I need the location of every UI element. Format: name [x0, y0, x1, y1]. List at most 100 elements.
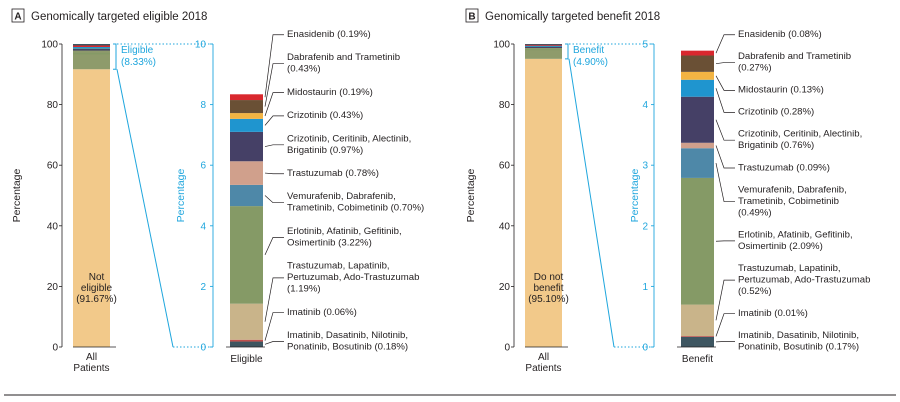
main-bar-stripe [525, 44, 562, 45]
main-category-label: All [86, 352, 97, 363]
segment-label: Midostaurin (0.19%) [287, 87, 373, 98]
panel-title: Genomically targeted benefit 2018 [485, 11, 660, 23]
segment-leader [715, 313, 735, 337]
detail-bar-segment [230, 303, 263, 340]
segment-label: (0.49%) [738, 207, 772, 218]
main-tick-label: 80 [499, 100, 511, 111]
detail-bar-segment [681, 79, 714, 97]
panel-letter: A [14, 12, 21, 23]
main-bar-stripe [525, 44, 562, 46]
segment-leader [264, 237, 284, 256]
segment-leader [715, 279, 735, 321]
panel-letter-box [11, 8, 25, 23]
segment-leader [264, 341, 284, 345]
segment-label: Pertuzumab, Ado-Trastuzumab [287, 272, 419, 283]
detail-bar-segment [230, 341, 263, 347]
segment-label: Erlotinib, Afatinib, Gefitinib, [738, 229, 853, 240]
segment-leader [715, 34, 735, 54]
segment-label: (1.19%) [287, 284, 321, 295]
not-selected-label: (91.67%) [76, 294, 117, 305]
main-bar-stripe [73, 49, 110, 51]
detail-bar-segment [681, 336, 714, 337]
detail-tick-label: 0 [200, 343, 206, 354]
segment-leader [264, 144, 284, 147]
segment-label: Dabrafenib and Trametinib [738, 51, 851, 62]
main-tick-label: 100 [41, 40, 58, 51]
segment-label: Vemurafenib, Dabrafenib, [738, 184, 847, 195]
main-category-label: All [538, 352, 549, 363]
main-bar-stripe [73, 44, 110, 46]
detail-bar-segment [681, 50, 714, 56]
segment-label: Erlotinib, Afatinib, Gefitinib, [287, 226, 402, 237]
segment-leader [264, 195, 284, 204]
main-tick-label: 80 [47, 100, 59, 111]
detail-bar-segment [681, 304, 714, 337]
selection-bracket [565, 43, 569, 60]
segment-label: Imatinib (0.06%) [287, 307, 357, 318]
main-tick-label: 60 [47, 161, 59, 172]
main-tick-label: 20 [47, 282, 59, 293]
detail-tick-label: 2 [200, 282, 206, 293]
segment-label: Brigatinib (0.76%) [738, 140, 814, 151]
detail-bar-segment [230, 131, 263, 162]
main-bar-stripe [73, 52, 110, 55]
detail-bar-segment [230, 206, 263, 304]
main-ylabel: Percentage [11, 168, 23, 222]
detail-tick-label: 1 [642, 282, 648, 293]
detail-bar-segment [230, 94, 263, 101]
segment-label: Osimertinib (3.22%) [287, 237, 372, 248]
selection-bracket [113, 43, 117, 70]
segment-label: (0.27%) [738, 63, 772, 74]
not-selected-label: eligible [81, 283, 113, 294]
detail-tick-label: 0 [642, 343, 648, 354]
segment-label: (0.43%) [287, 64, 321, 75]
detail-bar-segment [681, 148, 714, 178]
main-tick-label: 40 [47, 221, 59, 232]
not-selected-label: benefit [533, 283, 563, 294]
segment-label: Vemurafenib, Dabrafenib, [287, 191, 396, 202]
segment-label: Imatinib, Dasatinib, Nilotinib, [287, 330, 408, 341]
main-category-label: Patients [73, 363, 109, 374]
segment-label: Imatinib, Dasatinib, Nilotinib, [738, 330, 859, 341]
main-tick-label: 100 [493, 40, 510, 51]
segment-label: Trastuzumab (0.78%) [287, 168, 379, 179]
detail-bar-segment [681, 55, 714, 72]
detail-tick-label: 3 [642, 161, 648, 172]
segment-label: Trastuzumab, Lapatinib, [738, 263, 841, 274]
segment-leader [715, 75, 735, 91]
segment-label: Osimertinib (2.09%) [738, 241, 823, 252]
panel-b: B Genomically targeted benefit 2018020406… [465, 8, 870, 374]
main-bar-stripe [525, 45, 562, 47]
detail-tick-label: 8 [200, 100, 206, 111]
main-tick-label: 20 [499, 282, 511, 293]
detail-bar-segment [230, 118, 263, 132]
segment-label: Trastuzumab, Lapatinib, [287, 261, 390, 272]
not-selected-label: Not [89, 272, 105, 283]
selection-label: Eligible [121, 45, 154, 56]
detail-tick-label: 4 [642, 100, 648, 111]
detail-bar-segment [681, 142, 714, 149]
connector-bottom [568, 58, 615, 348]
detail-ylabel: Percentage [175, 168, 187, 222]
segment-leader [715, 163, 735, 202]
segment-label: Midostaurin (0.13%) [738, 85, 824, 96]
panel-letter: B [468, 12, 475, 23]
segment-leader [715, 88, 735, 113]
main-bar-stripe [525, 46, 562, 48]
segment-leader [264, 34, 284, 98]
segment-label: Dabrafenib and Trametinib [287, 52, 400, 63]
segment-label: Enasidenib (0.08%) [738, 29, 822, 40]
not-selected-label: (95.10%) [528, 294, 569, 305]
segment-label: Trametinib, Cobimetinib [738, 196, 839, 207]
detail-tick-label: 5 [642, 40, 648, 51]
segment-leader [264, 172, 284, 175]
segment-leader [264, 63, 284, 107]
main-bar-segment-not-selected [73, 69, 110, 347]
segment-label: Enasidenib (0.19%) [287, 29, 371, 40]
segment-leader [264, 92, 284, 117]
detail-bar-segment [230, 113, 263, 119]
selection-label: (4.90%) [573, 57, 608, 68]
selection-label: Benefit [573, 45, 604, 56]
main-bar-stripe [73, 45, 110, 48]
